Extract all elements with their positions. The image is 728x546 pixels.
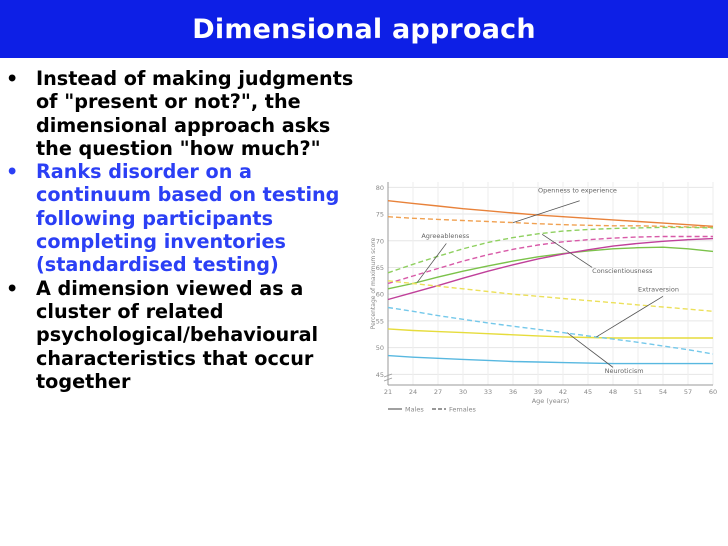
bullet-dot-icon: •	[6, 276, 19, 300]
annotation-label: Neuroticism	[605, 367, 644, 375]
x-tick-label: 54	[659, 388, 667, 396]
annotation-label: Extraversion	[638, 286, 679, 294]
title-bar: Dimensional approach	[0, 0, 728, 58]
series-line	[387, 226, 714, 274]
annotation-label: Agreeableness	[421, 232, 470, 240]
bullet-text: Ranks disorder on a continuum based on t…	[36, 160, 340, 277]
x-tick-label: 36	[509, 388, 517, 396]
legend-females-label: Females	[449, 406, 477, 414]
series-line	[387, 306, 714, 355]
x-tick-label: 60	[709, 388, 717, 396]
series-line	[387, 328, 713, 339]
series-line	[387, 246, 714, 290]
y-tick-label: 45	[376, 371, 384, 379]
y-axis-label: Percentage of maximum score	[370, 237, 377, 329]
x-tick-label: 42	[559, 388, 567, 396]
annotation-leader	[566, 332, 614, 368]
bullet-text: A dimension viewed as a cluster of relat…	[36, 276, 319, 393]
annotation-leader	[512, 200, 580, 223]
y-tick-label: 55	[376, 317, 384, 325]
y-tick-label: 60	[376, 291, 384, 299]
x-tick-label: 27	[434, 388, 442, 396]
y-tick-label: 80	[376, 184, 384, 192]
slide-title: Dimensional approach	[192, 13, 536, 45]
annotation-leader	[416, 243, 447, 283]
x-tick-label: 30	[459, 388, 467, 396]
annotation-label: Conscientiousness	[592, 267, 653, 275]
bullet-text: Instead of making judgments of "present …	[36, 67, 354, 160]
series-line	[387, 235, 713, 285]
x-tick-label: 57	[684, 388, 692, 396]
x-axis-label: Age (years)	[532, 397, 570, 405]
series-line	[387, 200, 714, 227]
annotation-leader	[541, 234, 593, 268]
y-tick-label: 50	[376, 344, 384, 352]
x-tick-label: 33	[484, 388, 492, 396]
series-line	[387, 354, 713, 365]
x-tick-label: 39	[534, 388, 542, 396]
y-tick-label: 65	[376, 264, 384, 272]
x-tick-label: 24	[409, 388, 417, 396]
bullet-item: • Instead of making judgments of "presen…	[4, 67, 366, 160]
bullet-item: • Ranks disorder on a continuum based on…	[4, 160, 366, 276]
x-tick-label: 45	[584, 388, 592, 396]
x-tick-label: 48	[609, 388, 617, 396]
annotation-leader	[596, 295, 664, 338]
bullet-list: • Instead of making judgments of "presen…	[4, 67, 366, 393]
series-line	[387, 216, 714, 229]
axis-break-icon	[383, 373, 393, 382]
y-tick-label: 75	[376, 211, 384, 219]
legend-males-label: Males	[405, 406, 424, 414]
annotation-label: Openness to experience	[538, 187, 617, 195]
series-line	[387, 280, 714, 312]
bullet-item: • A dimension viewed as a cluster of rel…	[4, 277, 366, 393]
bullet-dot-icon: •	[6, 160, 19, 184]
bullet-dot-icon: •	[6, 67, 19, 90]
x-tick-label: 21	[384, 388, 392, 396]
series-line	[387, 237, 714, 301]
y-tick-label: 70	[376, 237, 384, 245]
x-tick-label: 51	[634, 388, 642, 396]
personality-trait-chart: 45 50 55 60 65 70 75 80 21 24 27 30 33 36 39 42 45 48 51 54…	[370, 182, 717, 414]
